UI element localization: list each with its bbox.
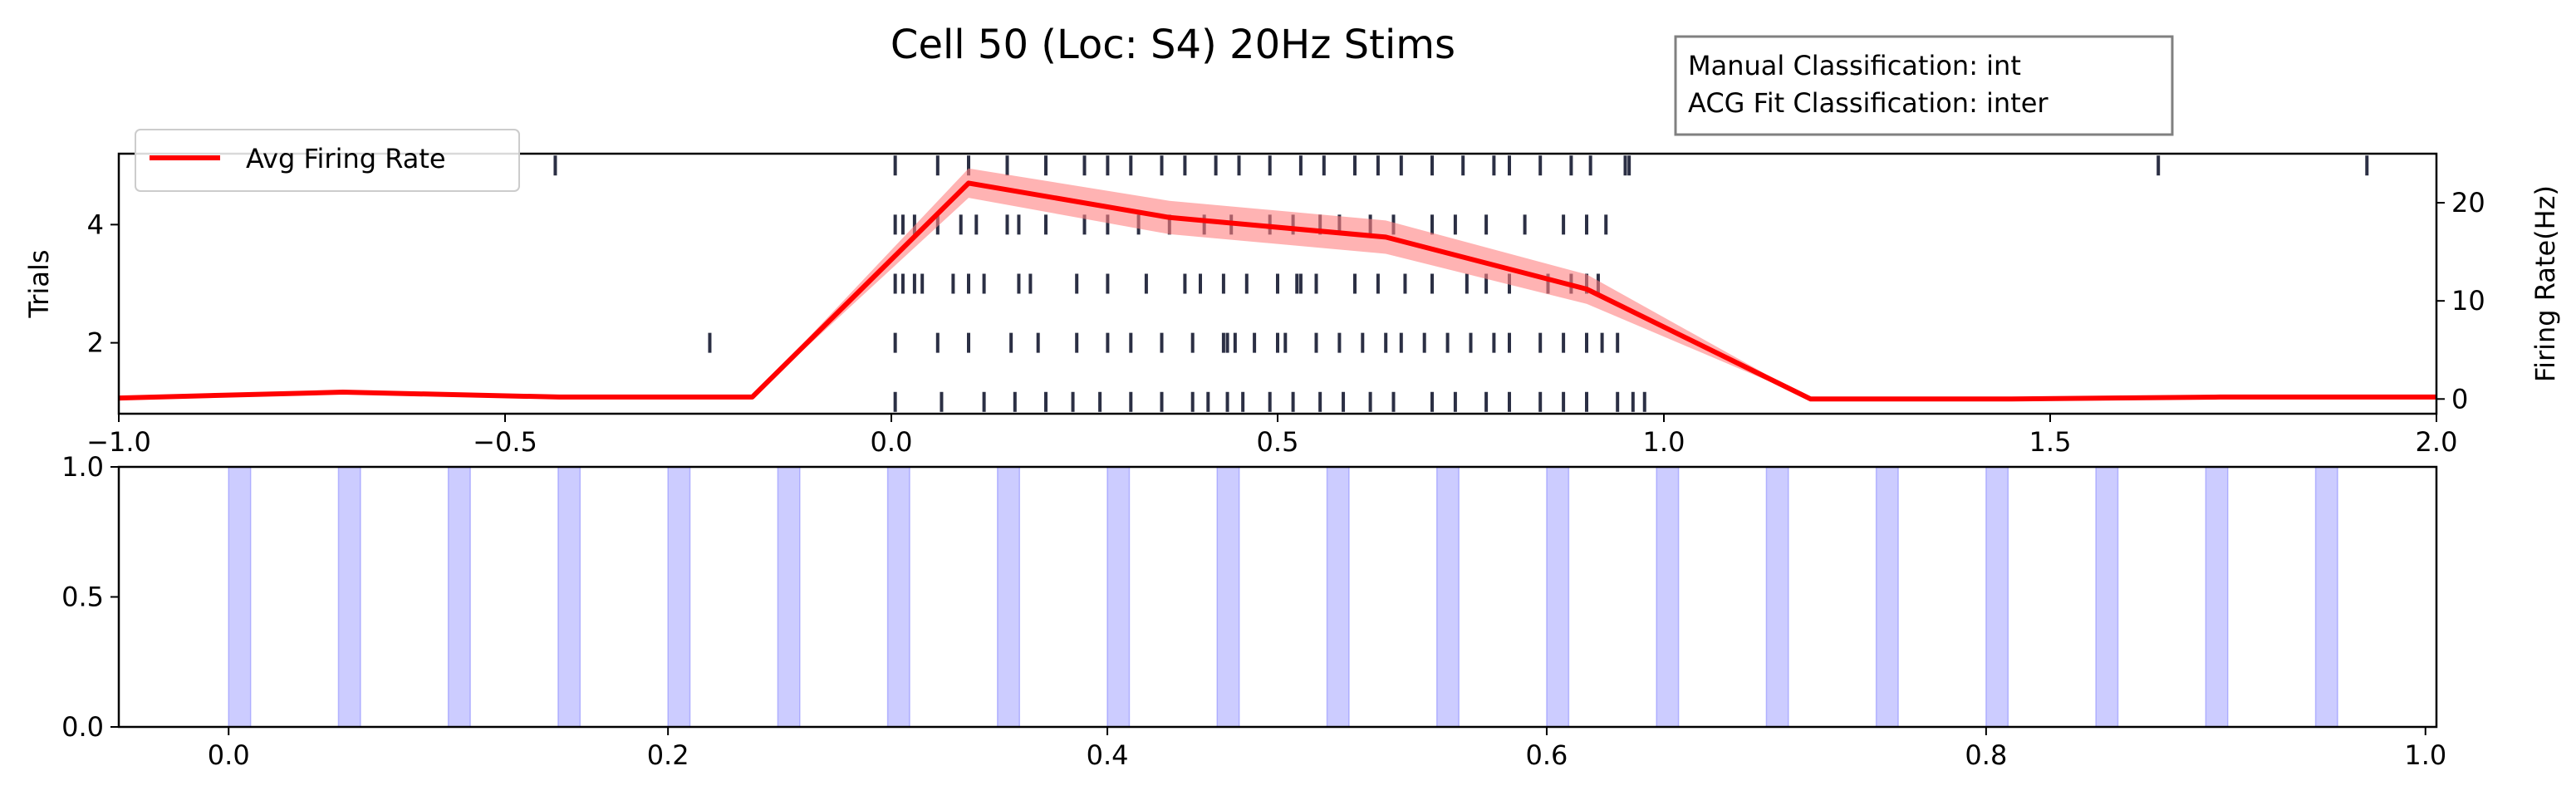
classification-box-frame: [1674, 35, 2174, 136]
top-y-right-axis-label: Firing Rate(Hz): [2529, 185, 2561, 382]
stim-pulse: [447, 466, 471, 728]
stim-pulse: [228, 466, 252, 728]
stim-pulse: [2205, 466, 2229, 728]
stim-pulse: [1656, 466, 1680, 728]
bottom-x-tick-label: 0.8: [1965, 739, 2007, 771]
legend-frame: [135, 129, 520, 192]
stim-pulse: [997, 466, 1021, 728]
top-y-axis-label: Trials: [23, 249, 55, 318]
stim-pulse: [886, 466, 910, 728]
stim-pulse: [2095, 466, 2119, 728]
stim-pulse: [1765, 466, 1789, 728]
bottom-x-tick-label: 1.0: [2404, 739, 2446, 771]
top-x-tick-label: 0.0: [871, 426, 913, 458]
top-y-tick-label: 4: [87, 209, 104, 240]
bottom-x-tick-label: 0.0: [208, 739, 250, 771]
bottom-y-tick-label: 0.5: [61, 582, 104, 613]
stim-pulse: [1985, 466, 2009, 728]
stim-pulse: [667, 466, 691, 728]
raster-panel: −1.0 −0.5 0.0 0.5 1.0 1.5 2.0 2 4 0 10 20 Trials Firi…: [23, 129, 2561, 458]
spike-raster: [553, 155, 2369, 412]
classification-box: Manual Classification: int ACG Fit Class…: [1674, 35, 2174, 136]
stim-pulse: [1106, 466, 1131, 728]
bottom-x-tick-label: 0.4: [1087, 739, 1129, 771]
top-x-tick-label: 0.5: [1257, 426, 1299, 458]
top-x-tick-label: −0.5: [473, 426, 537, 458]
manual-classification: Manual Classification: int: [1688, 50, 2021, 81]
firing-rate-line: [119, 180, 2436, 402]
bottom-y-tick-label: 0.0: [61, 711, 104, 743]
stim-pulse: [777, 466, 801, 728]
stimulus-panel: 0.0 0.2 0.4 0.6 0.8 1.0 0.0 0.5 1.0: [61, 451, 2446, 771]
bottom-y-tick-label: 1.0: [61, 451, 104, 483]
top-y-right-tick-label: 20: [2451, 187, 2485, 218]
top-x-tick-label: −1.0: [86, 426, 151, 458]
stim-pulse: [1326, 466, 1350, 728]
bottom-x-tick-label: 0.6: [1526, 739, 1568, 771]
top-x-tick-label: 2.0: [2416, 426, 2458, 458]
acg-fit-classification: ACG Fit Classification: inter: [1688, 87, 2049, 119]
bottom-x-tick-label: 0.2: [647, 739, 689, 771]
legend-label: Avg Firing Rate: [246, 143, 446, 174]
stim-pulse: [1216, 466, 1240, 728]
legend: Avg Firing Rate: [135, 129, 520, 192]
stim-pulse: [1546, 466, 1570, 728]
top-x-tick-label: 1.0: [1643, 426, 1685, 458]
stim-pulse: [1875, 466, 1899, 728]
top-y-right-tick-label: 10: [2451, 285, 2485, 317]
top-x-tick-label: 1.5: [2029, 426, 2072, 458]
stim-pulse: [1435, 466, 1460, 728]
top-y-tick-label: 2: [87, 327, 104, 359]
firing-rate-band: [119, 168, 2436, 400]
stim-pulse: [557, 466, 581, 728]
chart-title: Cell 50 (Loc: S4) 20Hz Stims: [891, 22, 1455, 68]
top-y-right-tick-label: 0: [2451, 383, 2468, 415]
stim-pulse: [337, 466, 361, 728]
stim-pulse: [2314, 466, 2338, 728]
